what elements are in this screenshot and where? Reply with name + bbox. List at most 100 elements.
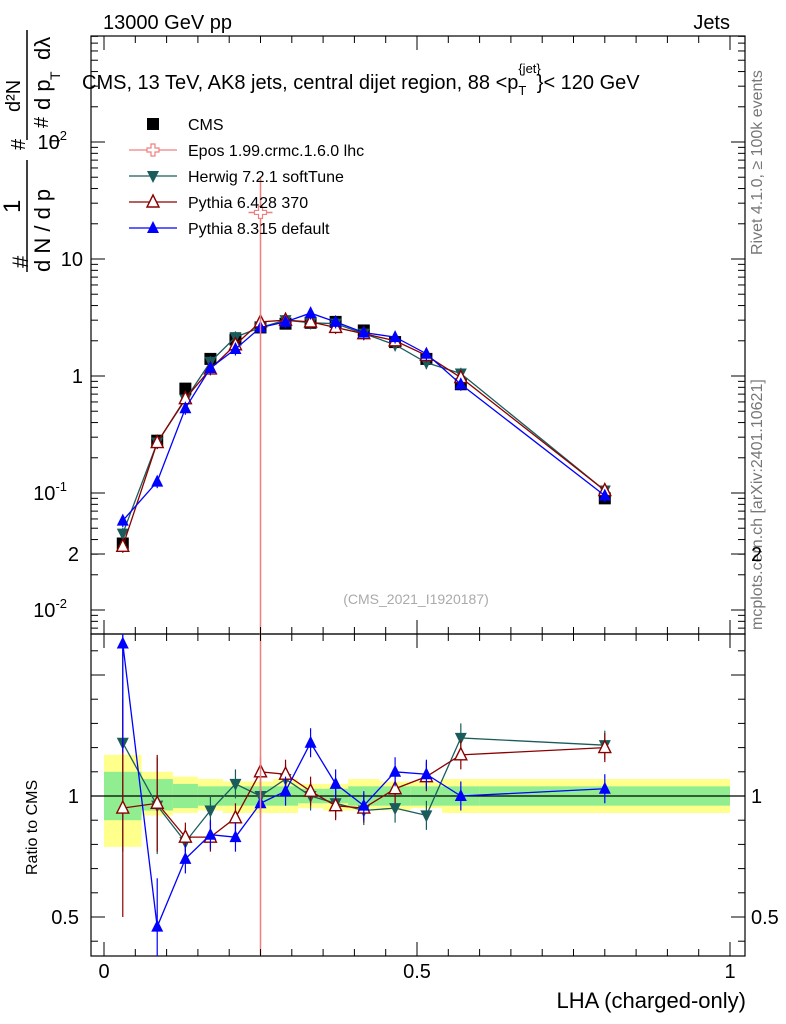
xtick-label-1: 0.5 (403, 961, 431, 983)
ratio-point (420, 810, 433, 823)
ratio-axes-box (90, 633, 746, 957)
main-point (179, 382, 192, 395)
ratio-point (598, 781, 611, 794)
ratio-point (115, 799, 130, 814)
main-point (150, 433, 165, 449)
ylabel-frac2-den: d p (30, 79, 55, 110)
ratio-ytick-label-left-0: 0.5 (51, 907, 79, 929)
main-series-4 (116, 306, 611, 528)
main-point (598, 488, 611, 501)
legend-marker-2 (147, 171, 159, 183)
ratio-ytick-label-left-3: 2 (68, 544, 79, 566)
side-mcplots-label: mcplots.cern.ch [arXiv:2401.10621] (749, 379, 766, 630)
legend: CMS Epos 1.99.crmc.1.6.0 lhc Herwig 7.2.1 … (129, 117, 364, 238)
ratio-point (229, 830, 242, 843)
main-point (304, 306, 317, 319)
legend-label-2: Herwig 7.2.1 softTune (188, 169, 344, 186)
ratio-point (329, 776, 342, 789)
plot-title-sub: T (518, 83, 526, 98)
epos-point (253, 205, 268, 220)
ylabel-hash-3: # (31, 116, 53, 128)
plot-title-end: }< 120 GeV (537, 72, 641, 94)
main-point (357, 325, 370, 338)
ratio-y-axis-label: Ratio to CMS (24, 780, 41, 875)
analysis-watermark: (CMS_2021_I1920187) (343, 591, 489, 607)
main-y-axis-label: # 1 d N / d p # d²N # d p dλ T T (0, 30, 63, 272)
main-ytick-label-1: 10-1 (33, 479, 67, 505)
ratio-point (178, 828, 193, 843)
main-series-0 (116, 315, 611, 550)
ylabel-subscript-t2: T (47, 71, 63, 80)
legend-label-0: CMS (188, 117, 224, 134)
main-ytick-exp-1: -1 (55, 479, 67, 494)
ratio-ytick-label-right-1: 1 (751, 786, 762, 808)
main-point (303, 313, 318, 328)
ratio-series-group (115, 634, 612, 956)
main-ytick-label-0: 10-2 (33, 596, 67, 622)
main-point (204, 361, 217, 374)
ratio-point (357, 798, 370, 811)
ratio-point (454, 789, 467, 801)
ratio-point (597, 739, 612, 754)
ratio-ytick-label-right-3: 2 (751, 544, 762, 566)
ratio-point (420, 767, 433, 780)
legend-label-4: Pythia 8.315 default (188, 221, 330, 238)
legend-label-1: Epos 1.99.crmc.1.6.0 lhc (188, 143, 364, 160)
ratio-point (179, 851, 192, 864)
herwig-7-2-1-softtune-line (122, 319, 606, 534)
main-series-group (115, 177, 612, 634)
ratio-point (328, 797, 343, 812)
main-point (115, 537, 130, 553)
main-ytick-label-2: 1 (72, 366, 83, 388)
main-point (151, 474, 164, 487)
header-left: 13000 GeV pp (103, 12, 232, 34)
main-point (279, 314, 292, 327)
ratio-plot-frame (90, 633, 746, 957)
ratio-series-4 (116, 634, 611, 956)
legend-marker-3 (145, 193, 161, 208)
main-point (116, 513, 129, 526)
ylabel-frac2-num: d²N (3, 80, 25, 112)
x-axis-label: LHA (charged-only) (556, 988, 746, 1013)
main-point (116, 528, 129, 541)
main-series-1 (248, 177, 273, 634)
ylabel-hash-2: # (8, 138, 30, 150)
legend-marker-4 (147, 221, 159, 233)
ratio-point (229, 778, 242, 791)
main-point (389, 330, 402, 343)
side-rivet-label: Rivet 4.1.0, ≥ 100k events (749, 70, 766, 255)
ratio-point (389, 803, 402, 816)
ratio-point (151, 919, 164, 932)
ratio-series-2 (116, 634, 611, 857)
legend-label-3: Pythia 6.428 370 (188, 195, 308, 212)
ratio-point (389, 764, 402, 777)
ylabel-subscript-t: T (47, 136, 63, 145)
plot-title: CMS, 13 TeV, AK8 jets, central dijet reg… (82, 61, 640, 98)
ratio-axis-ticks: 0.5 0.5 1 1 2 2 0 0.5 1 (51, 544, 779, 983)
xtick-label-0: 0 (98, 961, 109, 983)
ratio-ytick-label-left-1: 1 (68, 786, 79, 808)
main-ytick-exp-0: -2 (55, 596, 67, 611)
ratio-point (150, 794, 165, 809)
ylabel-frac1-den: d N / d p (30, 189, 55, 272)
main-series-2 (116, 314, 611, 541)
main-point (179, 401, 192, 414)
ratio-point (304, 735, 317, 748)
main-point (454, 377, 467, 390)
ratio-line-4 (122, 643, 605, 930)
main-point (229, 342, 242, 355)
main-ytick-exp-4: 2 (60, 128, 67, 143)
ratio-point (453, 746, 468, 761)
legend-marker-1 (146, 143, 160, 157)
plot-title-main: CMS, 13 TeV, AK8 jets, central dijet reg… (82, 72, 518, 94)
legend-marker-0 (147, 118, 159, 130)
plot-title-sup: {jet} (518, 61, 541, 76)
ratio-point (204, 805, 217, 818)
ratio-uncertainty-bands (91, 754, 745, 847)
xtick-label-2: 1 (724, 961, 735, 983)
ratio-point (116, 636, 129, 649)
pythia-8-315-default-line (122, 312, 606, 522)
main-series-3 (115, 311, 612, 553)
